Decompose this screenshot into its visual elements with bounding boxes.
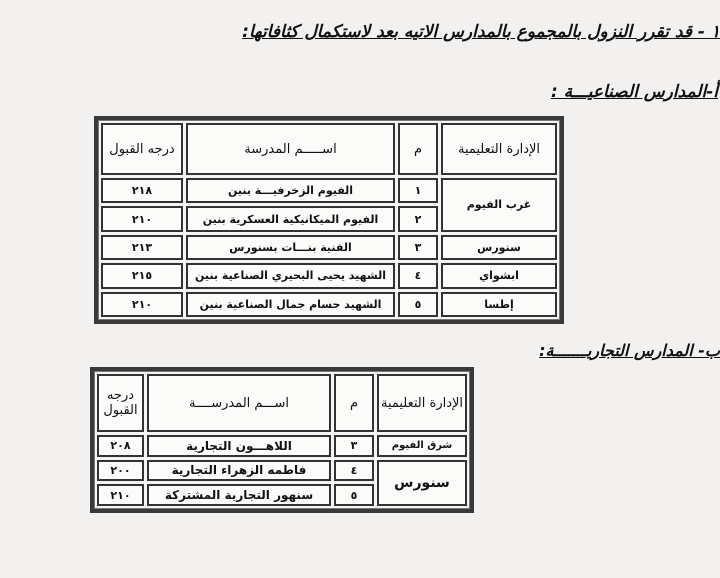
cell-school-name: الشهيد يحيى البحيري الصناعية بنين [186,263,395,289]
cell-school-name: الشهيد حسام جمال الصناعية بنين [186,291,395,317]
commercial-schools-heading: ب- المدارس التجاريـــــــة: [539,341,720,360]
cell-num: ٣ [334,435,374,457]
table-row: ابشواي ٤ الشهيد يحيى البحيري الصناعية بن… [101,263,557,289]
cell-num: ٤ [334,459,374,482]
cell-admin: شرق الفيوم [377,435,467,457]
cell-school-name: فاطمه الزهراء التجارية [147,459,331,482]
header-grade: درجه القبول [101,123,183,175]
cell-num: ٤ [398,263,438,289]
cell-num: ٣ [398,234,438,261]
table-row: سنورس ٣ الفنية بنـــات بسنورس ٢١٣ [101,234,557,261]
industrial-schools-table: الإدارة التعليمية م اســـــم المدرسة درج… [94,116,564,324]
header-grade: درجه القبول [97,374,144,432]
cell-admin: سنورس [377,459,467,506]
commercial-schools-table: الإدارة التعليمية م اســـم المدرســــة د… [90,367,474,513]
table-row: ٢ الفيوم الميكانيكية العسكرية بنين ٢١٠ [101,206,557,232]
cell-admin: سنورس [441,234,557,261]
cell-admin: ابشواي [441,263,557,289]
cell-school-name: الفيوم الزخرفيـــة بنين [186,178,395,204]
main-heading: ١ - قد تقرر النزول بالمجموع بالمدارس الا… [242,22,720,42]
table-row: إطسا ٥ الشهيد حسام جمال الصناعية بنين ٢١… [101,291,557,317]
header-num: م [398,123,438,175]
cell-num: ٥ [398,291,438,317]
cell-num: ٥ [334,484,374,506]
cell-num: ٢ [398,206,438,232]
cell-num: ١ [398,178,438,204]
cell-school-name: الفنية بنـــات بسنورس [186,234,395,261]
cell-school-name: الفيوم الميكانيكية العسكرية بنين [186,206,395,232]
cell-grade: ٢١٠ [97,484,144,506]
cell-grade: ٢١٠ [101,206,183,232]
cell-grade: ٢١٨ [101,178,183,204]
table-row: ٥ سنهور التجارية المشتركة ٢١٠ [97,484,467,506]
header-school-name: اســـم المدرســــة [147,374,331,432]
cell-grade: ٢٠٨ [97,435,144,457]
table-row: شرق الفيوم ٣ اللاهـــون التجارية ٢٠٨ [97,435,467,457]
header-num: م [334,374,374,432]
header-admin: الإدارة التعليمية [441,123,557,175]
cell-admin: إطسا [441,291,557,317]
table-header-row: الإدارة التعليمية م اســـــم المدرسة درج… [101,123,557,175]
cell-grade: ٢١٣ [101,234,183,261]
table-row: غرب الفيوم ١ الفيوم الزخرفيـــة بنين ٢١٨ [101,178,557,232]
cell-admin: غرب الفيوم [441,178,557,232]
header-admin: الإدارة التعليمية [377,374,467,432]
cell-grade: ٢١٠ [101,291,183,317]
header-school-name: اســـــم المدرسة [186,123,395,175]
table-row: سنورس ٤ فاطمه الزهراء التجارية ٢٠٠ [97,459,467,506]
cell-grade: ٢٠٠ [97,459,144,482]
cell-school-name: اللاهـــون التجارية [147,435,331,457]
industrial-schools-heading: أ-المدارس الصناعيـــة : [550,82,718,102]
table-header-row: الإدارة التعليمية م اســـم المدرســــة د… [97,374,467,432]
cell-grade: ٢١٥ [101,263,183,289]
cell-school-name: سنهور التجارية المشتركة [147,484,331,506]
